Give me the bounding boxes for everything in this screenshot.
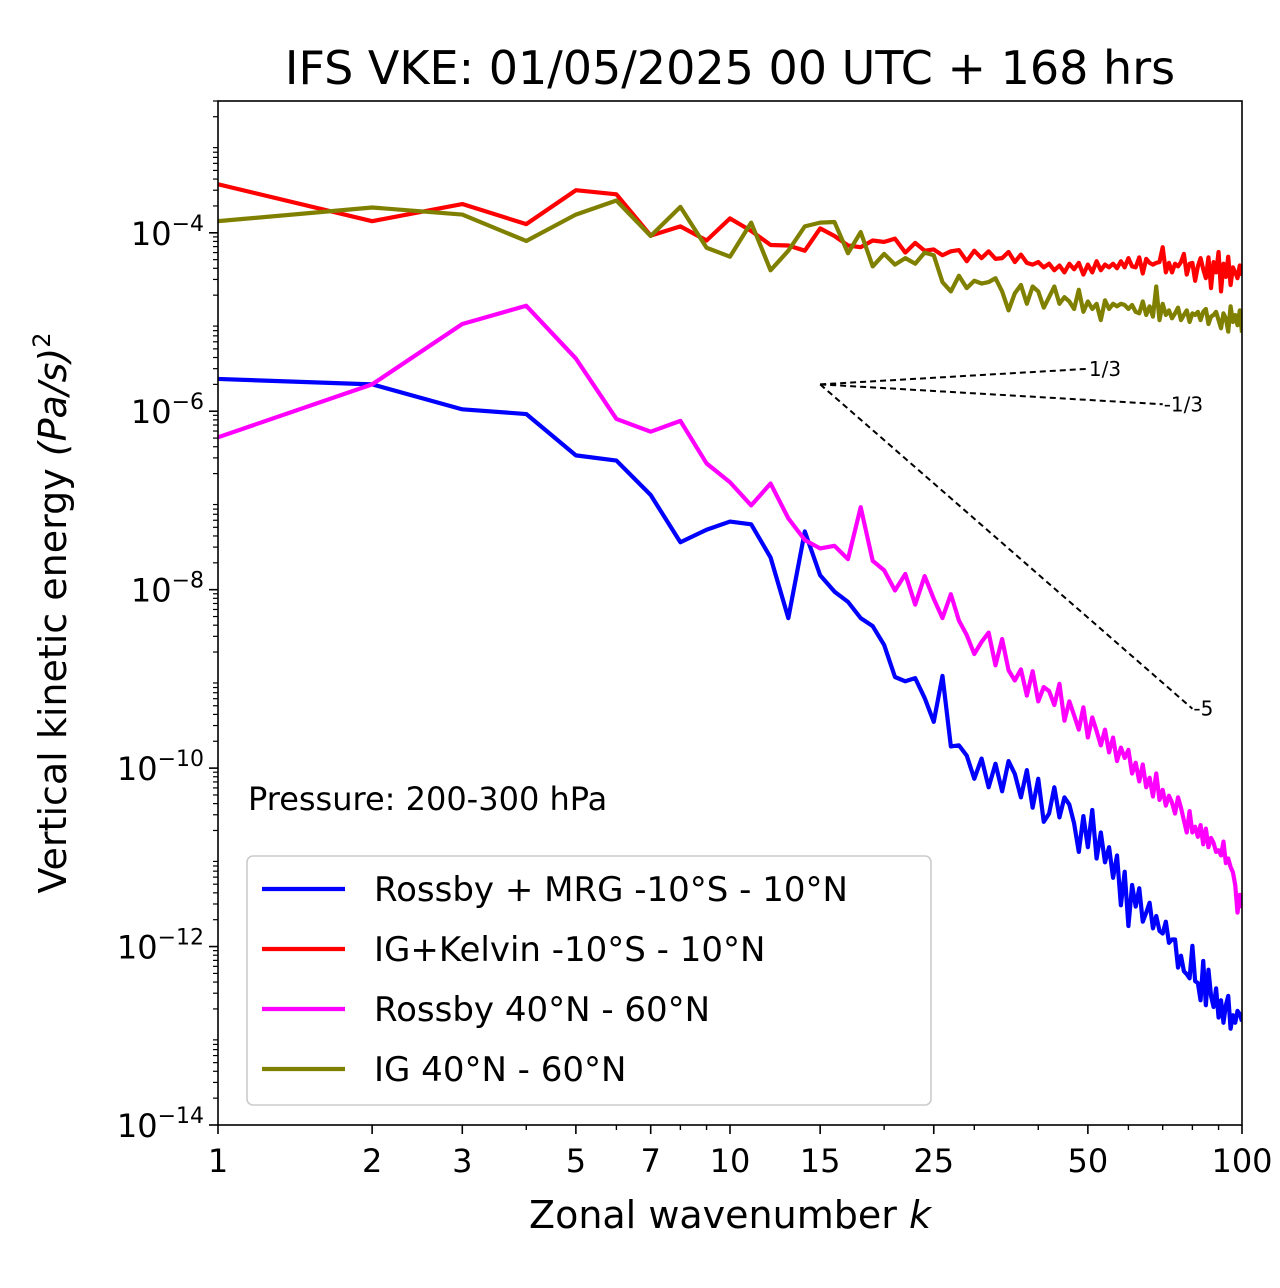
series-layer — [218, 182, 1242, 1031]
x-tick-label: 10 — [710, 1142, 751, 1180]
y-tick-label: 10−8 — [131, 569, 204, 610]
y-tick-label: 10−10 — [117, 747, 204, 788]
y-tick-label: 10−6 — [131, 390, 204, 431]
y-tick-label: 10−14 — [117, 1104, 204, 1145]
y-axis: 10−14 10−12 10−10 10−8 10−6 10−4 — [117, 100, 218, 1145]
slope-label-2: -5 — [1193, 697, 1213, 721]
slope-line-0 — [820, 367, 1088, 386]
legend-label-3: IG 40°N - 60°N — [374, 1050, 626, 1090]
series-line-1 — [218, 182, 1242, 294]
x-tick-label: 7 — [641, 1142, 661, 1180]
x-tick-label: 50 — [1068, 1142, 1109, 1180]
y-tick-label: 10−12 — [117, 926, 204, 967]
legend-label-2: Rossby 40°N - 60°N — [374, 990, 710, 1030]
x-tick-label: 15 — [800, 1142, 841, 1180]
slope-label-1: -1/3 — [1164, 392, 1203, 416]
series-line-2 — [218, 303, 1242, 915]
x-tick-label: 3 — [452, 1142, 472, 1180]
series-line-0 — [218, 376, 1242, 1031]
plot-area: 1/3-1/3-5 1 2 3 5 7 10 15 25 50 100 10−1410−1210−… — [117, 100, 1273, 1180]
x-tick-label: 25 — [913, 1142, 954, 1180]
legend-label-1: IG+Kelvin -10°S - 10°N — [374, 930, 765, 970]
y-tick-label: 10−4 — [131, 212, 204, 253]
slope-line-2 — [819, 383, 1194, 710]
slope-line-1 — [820, 383, 1163, 406]
x-tick-label: 2 — [362, 1142, 382, 1180]
reference-slopes: 1/3 -1/3 -5 — [819, 357, 1213, 721]
y-axis-label: Vertical kinetic energy (Pa/s)2 — [28, 333, 75, 894]
x-tick-label: 1 — [208, 1142, 228, 1180]
pressure-annotation: Pressure: 200-300 hPa — [248, 780, 607, 818]
legend: Rossby + MRG -10°S - 10°N IG+Kelvin -10°S… — [246, 855, 932, 1106]
legend-box — [246, 855, 932, 1106]
x-tick-label: 100 — [1211, 1142, 1272, 1180]
legend-label-0: Rossby + MRG -10°S - 10°N — [374, 870, 848, 910]
x-axis-label: Zonal wavenumber k — [529, 1193, 933, 1237]
chart-title: IFS VKE: 01/05/2025 00 UTC + 168 hrs — [285, 41, 1175, 95]
x-axis: 1 2 3 5 7 10 15 25 50 100 — [208, 1125, 1273, 1180]
x-tick-label: 5 — [566, 1142, 586, 1180]
series-line-3 — [218, 198, 1242, 334]
slope-label-0: 1/3 — [1089, 357, 1121, 381]
